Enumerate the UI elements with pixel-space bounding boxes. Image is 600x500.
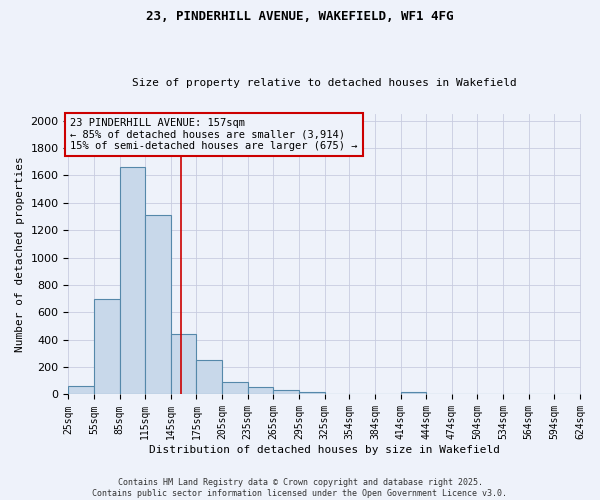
Bar: [299, 392, 325, 394]
Bar: [145, 215, 171, 394]
Bar: [119, 167, 145, 394]
Title: Size of property relative to detached houses in Wakefield: Size of property relative to detached ho…: [132, 78, 517, 88]
Bar: [222, 382, 248, 394]
Bar: [274, 390, 299, 394]
Bar: [196, 360, 222, 394]
Bar: [401, 392, 426, 394]
Bar: [171, 334, 196, 394]
Bar: [94, 298, 119, 394]
Text: 23, PINDERHILL AVENUE, WAKEFIELD, WF1 4FG: 23, PINDERHILL AVENUE, WAKEFIELD, WF1 4F…: [146, 10, 454, 23]
Bar: [68, 386, 94, 394]
Text: 23 PINDERHILL AVENUE: 157sqm
← 85% of detached houses are smaller (3,914)
15% of: 23 PINDERHILL AVENUE: 157sqm ← 85% of de…: [70, 118, 358, 151]
Bar: [248, 387, 274, 394]
X-axis label: Distribution of detached houses by size in Wakefield: Distribution of detached houses by size …: [149, 445, 500, 455]
Text: Contains HM Land Registry data © Crown copyright and database right 2025.
Contai: Contains HM Land Registry data © Crown c…: [92, 478, 508, 498]
Y-axis label: Number of detached properties: Number of detached properties: [15, 156, 25, 352]
